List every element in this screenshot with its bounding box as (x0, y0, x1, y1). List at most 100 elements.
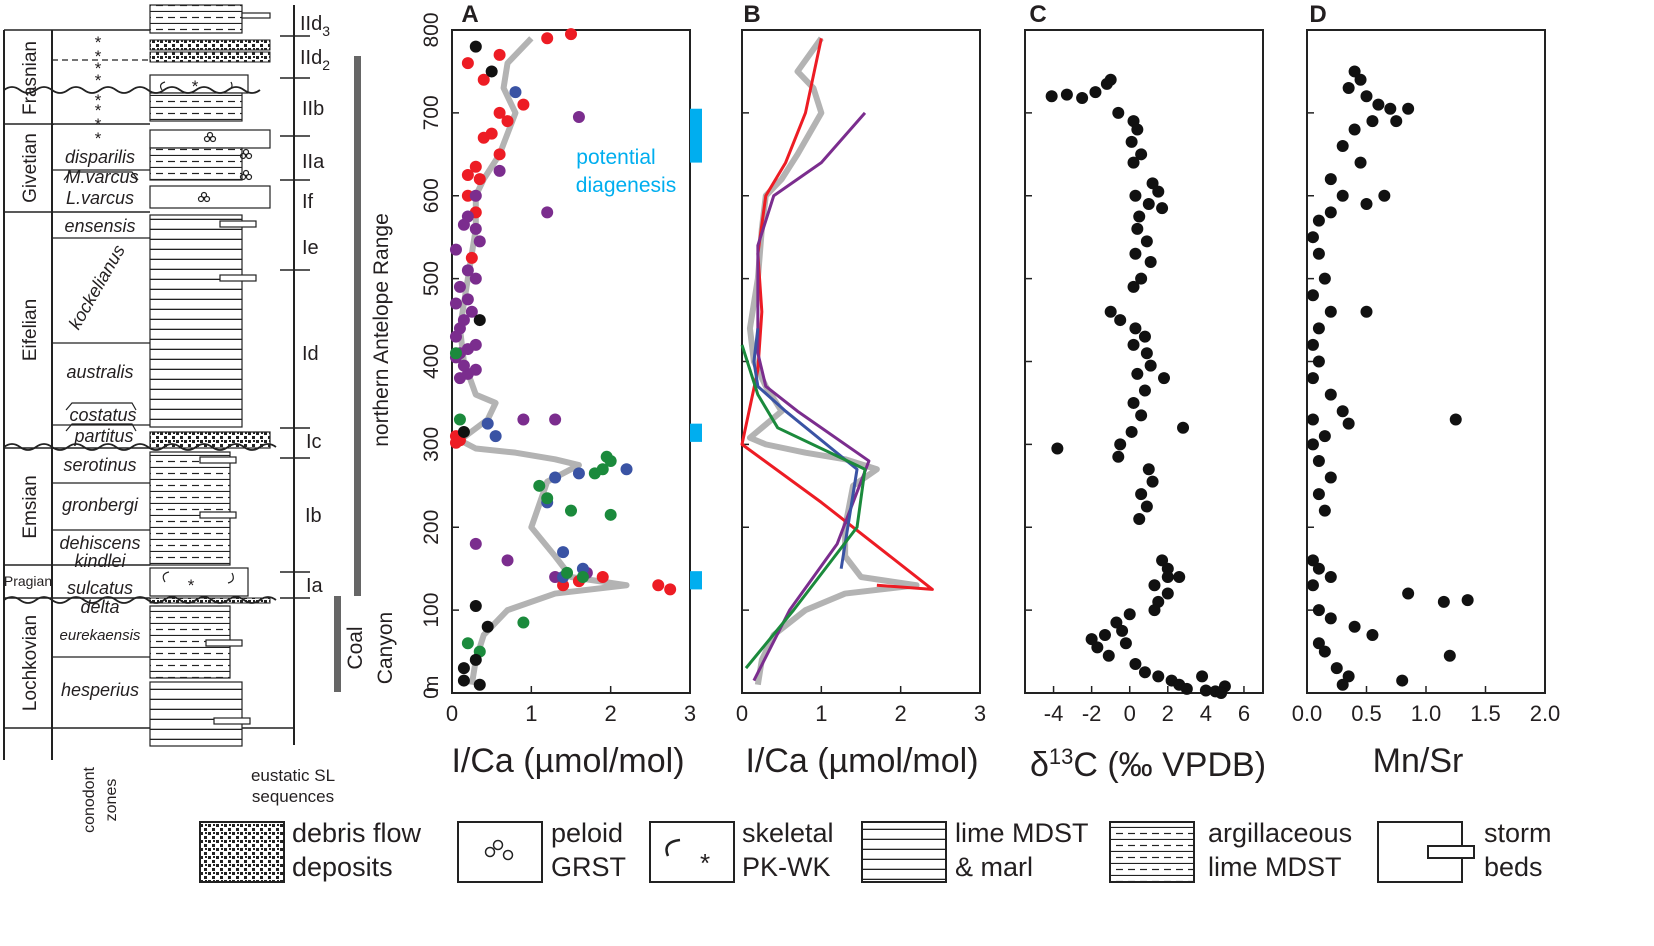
legend-debris-swatch (199, 821, 285, 883)
legend-lime-line1: lime MDST (955, 818, 1089, 848)
stage-pragian: Pragian (4, 573, 52, 589)
data-point (1312, 604, 1325, 617)
panel-b-letter: B (743, 1, 760, 28)
data-point (1129, 322, 1142, 335)
sequences-label-2: sequences (252, 787, 334, 806)
series-line-red (740, 37, 934, 591)
legend-peloid-swatch (457, 821, 543, 883)
x-tick-label: 3 (974, 701, 986, 726)
data-point (1306, 438, 1319, 451)
data-point-red (596, 570, 609, 583)
zone-australis: australis (66, 362, 133, 382)
data-point-purple (449, 243, 462, 256)
northern-antelope-range-label: northern Antelope Range (370, 213, 393, 447)
zone-kockelianus: kockelianus (65, 241, 129, 332)
data-point-blue (481, 417, 494, 430)
data-point (1161, 570, 1174, 583)
stratigraphic-column: *** *** ** ** Frasnian Givetian Eifelian… (3, 4, 397, 833)
legend-argill-line1: argillaceous (1208, 818, 1352, 848)
data-point (1461, 594, 1474, 607)
data-point (1102, 649, 1115, 662)
data-point (1142, 198, 1155, 211)
data-point (1173, 570, 1186, 583)
data-point-green (453, 413, 466, 426)
panel-a-letter: A (461, 1, 478, 28)
data-point-purple (457, 314, 470, 327)
data-point-red (541, 32, 554, 45)
data-point-purple (469, 363, 482, 376)
data-point (1148, 579, 1161, 592)
data-point-green (576, 570, 589, 583)
sequence-ib: Ib (305, 505, 322, 527)
data-point (1116, 624, 1129, 637)
sequence-iid3: IId3 (300, 13, 330, 39)
data-point-blue (557, 546, 570, 559)
data-point (1152, 670, 1165, 683)
data-point-black (457, 674, 470, 687)
data-point (1396, 674, 1409, 687)
svg-text:*: * (95, 59, 102, 78)
data-point (1443, 649, 1456, 662)
data-point (1045, 90, 1058, 103)
data-point (1324, 570, 1337, 583)
stage-emsian: Emsian (20, 475, 41, 538)
data-point (1318, 430, 1331, 443)
x-tick-label: 2 (605, 701, 617, 726)
data-point-black (457, 662, 470, 675)
panel-d-chart: D Mn/Sr 0.0 0.5 1.0 1.5 2.0 (1292, 1, 1561, 780)
svg-text:*: * (95, 71, 102, 90)
legend-argill-line2: lime MDST (1208, 852, 1342, 882)
data-point (1131, 367, 1144, 380)
data-point (1306, 579, 1319, 592)
stage-eifelian: Eifelian (20, 299, 41, 361)
data-point-purple (469, 272, 482, 285)
panel-b-chart: B I/Ca (µmol/mol) 0 1 2 3 (736, 1, 986, 780)
data-point (1336, 405, 1349, 418)
data-point-green (517, 616, 530, 629)
diagenesis-bar (690, 571, 702, 590)
y-tick-label: 400 (420, 344, 443, 379)
data-point (1180, 682, 1193, 695)
data-point (1140, 500, 1153, 513)
legend-peloid-line2: GRST (551, 852, 626, 882)
data-point (1306, 231, 1319, 244)
y-tick-label: 300 (420, 427, 443, 462)
svg-text:*: * (95, 101, 102, 120)
data-point (1330, 662, 1343, 675)
data-point-purple (572, 111, 585, 124)
data-point (1360, 90, 1373, 103)
zone-delta: delta (80, 597, 119, 617)
data-point-black (469, 40, 482, 53)
panel-c-xlabel: δ13C (‰ VPDB) (1030, 744, 1266, 784)
data-point (1306, 338, 1319, 351)
panel-a-xlabel: I/Ca (µmol/mol) (451, 742, 684, 780)
legend-skeletal-swatch (649, 821, 735, 883)
x-tick-label: 2 (1162, 701, 1174, 726)
sequence-iid2: IId2 (300, 47, 330, 73)
sequence-if: If (302, 191, 314, 213)
data-point (1342, 82, 1355, 95)
x-tick-label: 1 (525, 701, 537, 726)
data-point (1306, 554, 1319, 567)
data-point-purple (461, 264, 474, 277)
zone-l-varcus: L.varcus (66, 188, 134, 208)
data-point (1449, 413, 1462, 426)
data-point-red (469, 160, 482, 173)
conodont-label-2: zones (103, 779, 120, 822)
series-line-green (740, 344, 867, 670)
data-point (1127, 338, 1140, 351)
data-point (1138, 666, 1151, 679)
data-point (1390, 115, 1403, 128)
data-point (1085, 633, 1098, 646)
data-point (1378, 189, 1391, 202)
data-point-purple (457, 359, 470, 372)
data-point-black (469, 653, 482, 666)
data-point-red (493, 106, 506, 119)
y-tick-label: 100 (420, 593, 443, 628)
data-point (1135, 148, 1148, 161)
data-point-red (493, 148, 506, 161)
sequence-iia: IIa (302, 151, 325, 173)
legend-debris-line1: debris flow (292, 818, 422, 848)
legend-peloid-line1: peloid (551, 818, 623, 848)
data-point (1384, 102, 1397, 115)
